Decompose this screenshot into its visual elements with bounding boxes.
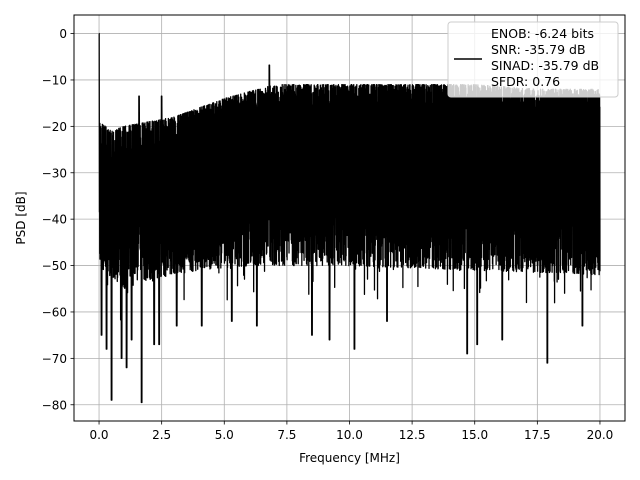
x-tick-label: 12.5 [399,428,426,442]
legend: ENOB: -6.24 bits SNR: -35.79 dB SINAD: -… [447,21,619,98]
y-tick-label: −70 [42,352,67,366]
y-tick-label: −40 [42,213,67,227]
x-axis-label: Frequency [MHz] [299,451,400,465]
axis-ticks: 0.0 2.5 5.0 7.5 10.0 12.5 15.0 17.5 20.0 0 −10 −20 −… [42,27,614,442]
x-tick-label: 7.5 [277,428,296,442]
legend-entry-enob: ENOB: -6.24 bits [491,26,594,41]
x-tick-label: 10.0 [336,428,363,442]
legend-box [447,21,619,98]
y-tick-label: −50 [42,259,67,273]
y-axis-label: PSD [dB] [14,191,28,244]
legend-entry-sinad: SINAD: -35.79 dB [491,58,599,73]
y-tick-label: 0 [59,27,67,41]
x-tick-label: 15.0 [461,428,488,442]
x-tick-label: 0.0 [89,428,108,442]
x-tick-label: 2.5 [152,428,171,442]
legend-entry-snr: SNR: -35.79 dB [491,42,586,57]
x-tick-label: 17.5 [524,428,551,442]
y-tick-label: −60 [42,305,67,319]
psd-series-line [98,32,601,404]
y-tick-label: −80 [42,398,67,412]
psd-trace [98,32,601,404]
x-tick-label: 5.0 [215,428,234,442]
y-tick-label: −20 [42,120,67,134]
y-tick-label: −10 [42,73,67,87]
x-tick-label: 20.0 [587,428,614,442]
legend-entry-sfdr: SFDR: 0.76 [491,74,560,89]
y-tick-label: −30 [42,166,67,180]
